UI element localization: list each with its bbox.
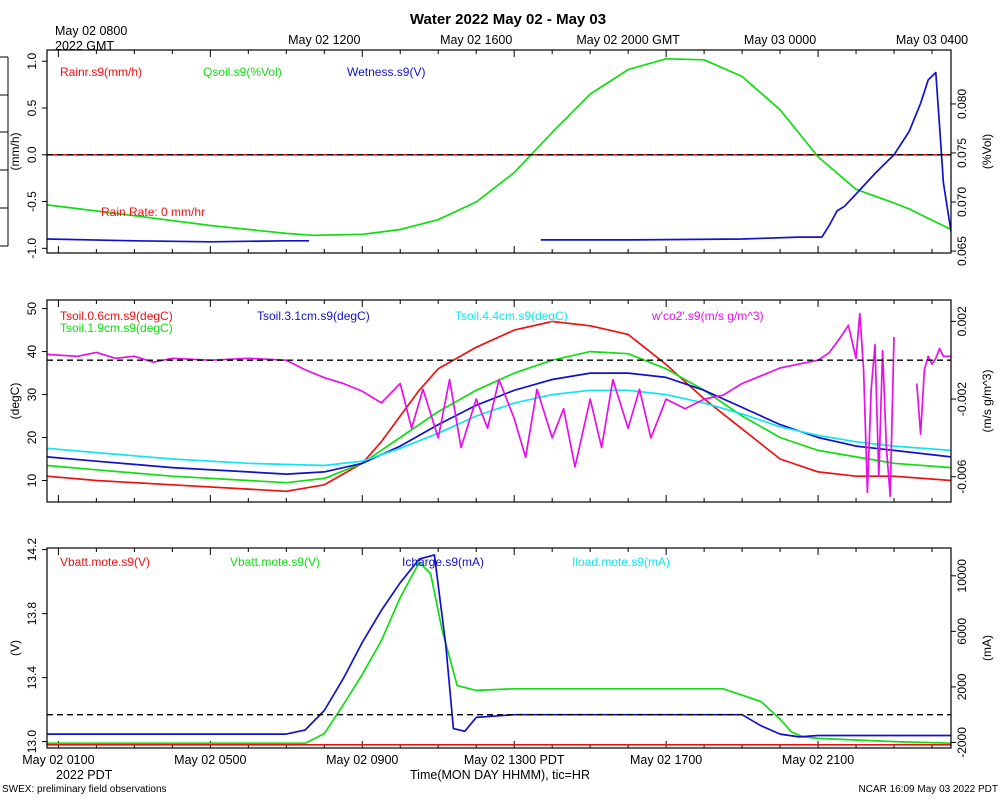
bottom-axis-label: May 02 0500 (174, 753, 246, 767)
legend-vbatt-red: Vbatt.mote.s9(V) (60, 555, 150, 569)
left-edge-marks (0, 56, 9, 247)
y-tick-label-right: -2000 (955, 727, 969, 758)
top-axis-label: May 02 2000 GMT (576, 33, 680, 47)
footer-right: NCAR 16:09 May 03 2022 PDT (858, 784, 998, 795)
y-tick-label-left: 0.0 (25, 146, 39, 163)
legend-tsoil-1-9: Tsoil.1.9cm.s9(degC) (60, 321, 173, 335)
y-tick-label-left: 40 (25, 345, 39, 359)
series-wetness-s9-v (540, 71, 951, 241)
rain-rate-annotation: Rain Rate: 0 mm/hr (101, 205, 205, 219)
y-tick-label-right: 0.075 (955, 138, 969, 168)
legend-tsoil-0-6: Tsoil.0.6cm.s9(degC) (60, 309, 173, 323)
panel-frame (46, 547, 952, 749)
series-icharge-s9-ma (47, 554, 951, 738)
y-tick-label-right: 10000 (955, 559, 969, 593)
legend-wetness: Wetness.s9(V) (347, 65, 425, 79)
legend-vbatt-green: Vbatt.mote.s9(V) (230, 555, 320, 569)
legend-rainr: Rainr.s9(mm/h) (60, 65, 142, 79)
y-tick-label-right: 0.070 (955, 187, 969, 217)
y-tick-label-right: 2000 (955, 673, 969, 700)
y-axis-label-left: (degC) (8, 383, 22, 420)
panel-frame (46, 49, 952, 254)
bottom-axis-label: May 02 1700 (630, 753, 702, 767)
y-axis-label-right: (%Vol) (980, 134, 994, 169)
figure-title: Water 2022 May 02 - May 03 (410, 11, 606, 28)
series-group (47, 312, 951, 498)
y-tick-label-left: 10 (25, 474, 39, 488)
y-tick-label-right: 0.080 (955, 89, 969, 119)
top-axis-label: May 03 0400 (896, 33, 968, 47)
legend-tsoil-3-1: Tsoil.3.1cm.s9(degC) (257, 309, 370, 323)
y-tick-label-right: 6000 (955, 618, 969, 645)
y-tick-label-left: 13.0 (25, 730, 39, 754)
series-tsoil-4-4cm-s9-degc (47, 389, 951, 467)
y-tick-label-left: -1.0 (25, 238, 39, 259)
y-axis-label-left: (mm/h) (8, 133, 22, 171)
panel-frame (46, 299, 952, 503)
series-vbatt-mote-s9-v (47, 561, 951, 745)
footer-left: SWEX: preliminary field observations (2, 784, 167, 795)
bottom-axis-year: 2022 PDT (56, 768, 113, 782)
top-axis-first-label: May 02 0800 (55, 24, 127, 38)
y-axis-label-right: (m/s g/m^3) (980, 370, 994, 433)
panel-battery-charge: 13.0 13.4 13.8 14.2 10000 6000 2000 -2000 (V) (mA… (8, 538, 994, 758)
bottom-axis-label: May 02 1300 PDT (464, 753, 565, 767)
y-tick-label-left: 0.5 (25, 99, 39, 116)
y-tick-label-right: 0.002 (955, 306, 969, 336)
bottom-axis-label: May 02 0900 (326, 753, 398, 767)
series-w-co2-s9-m-s-g-m-3 (915, 347, 951, 435)
y-tick-label-left: 30 (25, 388, 39, 402)
y-tick-label-left: 14.2 (25, 538, 39, 562)
panel-rain-moisture: 1.0 0.5 0.0 -0.5 -1.0 0.065 0.070 0.075 0.080 (mm… (8, 49, 994, 266)
y-tick-label-right: -0.002 (955, 382, 969, 416)
bottom-axis-label: May 02 2100 (782, 753, 854, 767)
legend-icharge: Icharge.s9(mA) (402, 555, 484, 569)
bottom-axis-labels: May 02 0100 May 02 0500 May 02 0900 May 02 … (22, 753, 854, 767)
series-tsoil-0-6cm-s9-degc (47, 320, 951, 493)
y-tick-label-left: 13.8 (25, 602, 39, 626)
series-wetness-s9-v (47, 238, 310, 243)
top-axis-labels: May 02 1200 May 02 1600 May 02 2000 GMT May… (288, 33, 968, 47)
series-qsoil-s9-vol (47, 57, 951, 237)
y-tick-label-left: 13.4 (25, 666, 39, 690)
series-group (47, 554, 951, 746)
top-axis-label: May 03 0000 (744, 33, 816, 47)
y-tick-label-left: 20 (25, 431, 39, 445)
top-axis-first-label-year: 2022 GMT (55, 39, 114, 53)
top-axis-label: May 02 1200 (288, 33, 360, 47)
series-w-co2-s9-m-s-g-m-3 (877, 336, 895, 498)
legend-wco2: w'co2'.s9(m/s g/m^3) (651, 309, 764, 323)
series-w-co2-s9-m-s-g-m-3 (47, 312, 880, 494)
y-tick-label-right: 0.065 (955, 236, 969, 266)
y-axis-label-left: (V) (8, 640, 22, 656)
bottom-axis-label: May 02 0100 (22, 753, 94, 767)
legend-tsoil-4-4: Tsoil.4.4cm.s9(degC) (455, 309, 568, 323)
top-axis-label: May 02 1600 (440, 33, 512, 47)
y-tick-label-right: -0.006 (955, 459, 969, 493)
legend-qsoil: Qsoil.s9(%Vol) (203, 65, 282, 79)
x-axis-label: Time(MON DAY HHMM), tic=HR (410, 768, 590, 782)
panel-soil-temperature: 10 20 30 40 50 0.002 -0.002 -0.006 (degC) (m/s g/… (8, 299, 994, 503)
y-axis-label-right: (mA) (980, 635, 994, 661)
y-tick-label-left: 50 (25, 302, 39, 316)
series-tsoil-1-9cm-s9-degc (47, 350, 951, 484)
legend-iload: Iload.mote.s9(mA) (572, 555, 670, 569)
y-tick-label-left: 1.0 (25, 53, 39, 70)
y-tick-label-left: -0.5 (25, 191, 39, 212)
